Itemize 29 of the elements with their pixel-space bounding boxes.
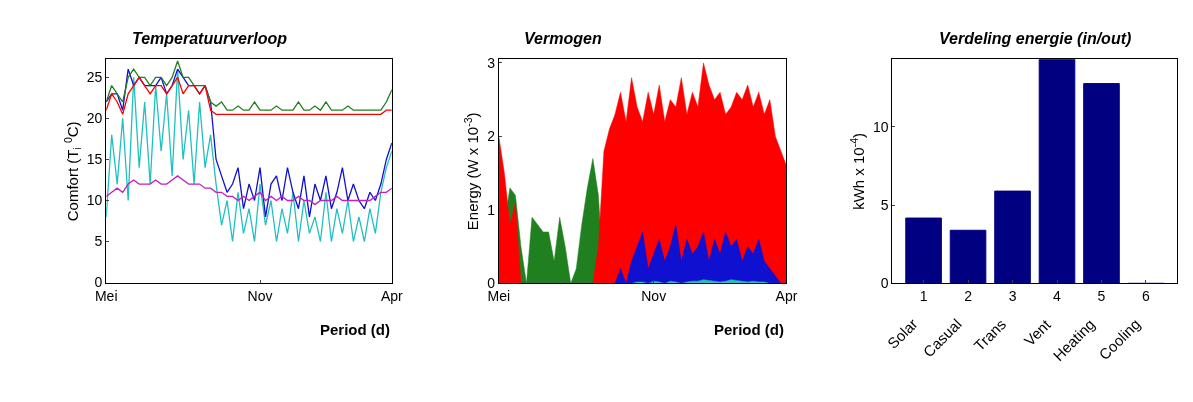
y-tick-label: 5 bbox=[880, 196, 889, 213]
y-tick-label: 10 bbox=[873, 118, 889, 135]
y-tick-label: 2 bbox=[487, 128, 496, 145]
x-tick-label: Mei bbox=[94, 288, 118, 305]
chart-title: Vermogen bbox=[524, 30, 602, 47]
y-tick-label: 0 bbox=[880, 275, 889, 292]
y-tick-label: 5 bbox=[94, 233, 103, 250]
y-tick-label: 25 bbox=[86, 69, 103, 86]
chart-title: Temperatuurverloop bbox=[132, 30, 288, 47]
y-tick-label: 15 bbox=[86, 151, 103, 168]
y-tick-label: 20 bbox=[86, 110, 103, 127]
x-tick-label: 4 bbox=[1053, 288, 1062, 305]
y-tick-label: 3 bbox=[487, 54, 496, 71]
x-tick-label: 1 bbox=[919, 288, 928, 305]
x-tick-label: Apr bbox=[380, 288, 404, 305]
x-tick-label: 5 bbox=[1097, 288, 1106, 305]
text: Vent bbox=[1020, 315, 1055, 350]
x-axis-title: Period (d) bbox=[320, 321, 390, 338]
y-tick-label: 0 bbox=[94, 274, 103, 291]
x-tick-label: 3 bbox=[1008, 288, 1017, 305]
x-axis-title: Period (d) bbox=[714, 321, 784, 338]
x-tick-label: Nov bbox=[641, 288, 667, 305]
x-tick-label: Nov bbox=[247, 288, 273, 305]
x-tick-label: 2 bbox=[964, 288, 973, 305]
x-tick-label: 6 bbox=[1142, 288, 1151, 305]
y-tick-label: 1 bbox=[487, 201, 496, 218]
chart-title: Verdeling energie (in/out) bbox=[939, 30, 1132, 47]
y-tick-label: 10 bbox=[86, 192, 103, 209]
x-tick-label: Apr bbox=[775, 288, 798, 305]
